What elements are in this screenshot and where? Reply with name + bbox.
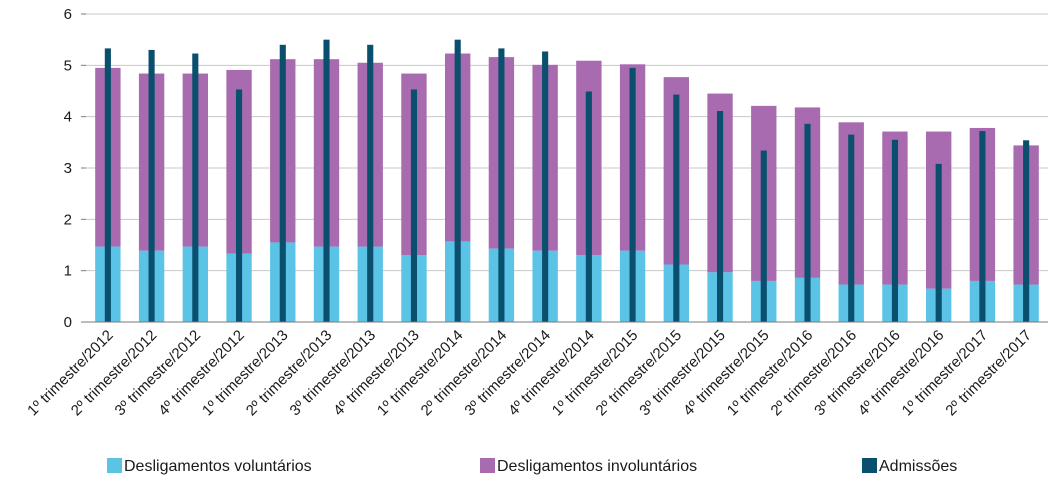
bar-admissoes — [454, 39, 461, 323]
bar-admissoes — [760, 150, 767, 322]
bar-admissoes — [673, 94, 680, 323]
y-tick-label: 1 — [64, 263, 72, 280]
y-axis-ticks: 0 1 2 3 4 5 6 — [64, 6, 86, 331]
legend-label: Desligamentos voluntários — [124, 458, 312, 475]
bar-admissoes — [367, 44, 374, 323]
bar-admissoes — [716, 111, 724, 323]
legend-label: Desligamentos involuntários — [497, 458, 697, 475]
y-tick-label: 3 — [64, 160, 72, 177]
bar-admissoes — [498, 48, 505, 322]
bar-admissoes — [629, 67, 636, 323]
bar-admissoes — [279, 44, 286, 323]
bar-admissoes — [148, 49, 155, 322]
bar-admissoes — [104, 48, 111, 322]
bar-admissoes — [935, 163, 942, 322]
legend: Desligamentos voluntários Desligamentos i… — [107, 458, 957, 475]
bar-admissoes — [542, 51, 549, 323]
y-tick-label: 6 — [64, 6, 72, 23]
legend-label: Admissões — [879, 458, 957, 475]
bar-admissoes — [804, 123, 811, 322]
legend-swatch — [480, 458, 495, 473]
bar-admissoes — [323, 39, 330, 323]
y-tick-label: 4 — [64, 109, 72, 126]
bar-admissoes — [891, 139, 899, 322]
bar-admissoes — [410, 89, 418, 323]
bar-admissoes — [979, 131, 986, 322]
y-tick-label: 0 — [64, 314, 72, 331]
y-tick-label: 5 — [64, 57, 72, 74]
bars — [95, 39, 1039, 323]
legend-swatch — [107, 458, 122, 473]
legend-swatch — [862, 458, 877, 473]
bar-admissoes — [848, 134, 855, 322]
bar-admissoes — [1023, 140, 1030, 322]
bar-admissoes — [192, 53, 199, 322]
y-tick-label: 2 — [64, 211, 72, 228]
bar-admissoes — [235, 89, 243, 323]
bar-admissoes — [585, 91, 592, 322]
